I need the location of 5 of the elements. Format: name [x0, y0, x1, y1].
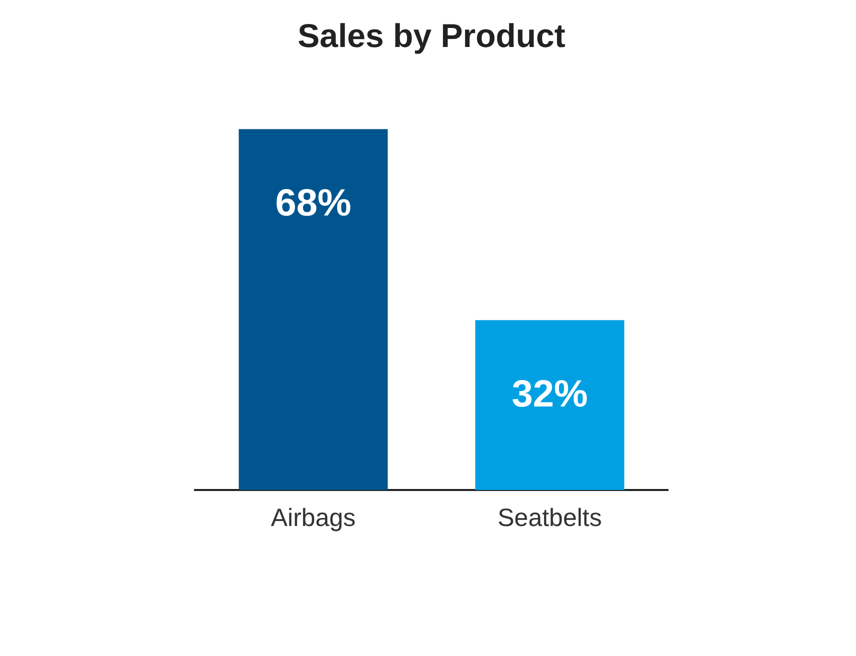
x-tick-label: Seatbelts: [498, 504, 602, 532]
x-tick-label: Airbags: [270, 504, 356, 532]
chart-title: Sales by Product: [298, 16, 566, 54]
data-label: 68%: [275, 182, 352, 225]
data-label: 32%: [512, 374, 588, 416]
